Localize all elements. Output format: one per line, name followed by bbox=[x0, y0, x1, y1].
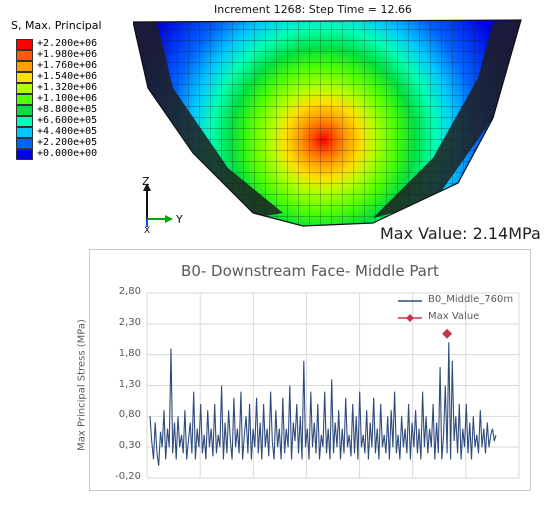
legend-value: +0.000e+00 bbox=[37, 148, 98, 159]
legend-swatch bbox=[16, 149, 33, 160]
legend-value: +1.540e+06 bbox=[37, 71, 98, 82]
legend-swatch bbox=[16, 83, 33, 94]
increment-status: Increment 1268: Step Time = 12.66 bbox=[214, 3, 412, 16]
legend-swatch bbox=[16, 138, 33, 149]
chart-legend-label: Max Value bbox=[428, 311, 480, 322]
legend-entry: +1.100e+06 bbox=[16, 93, 136, 105]
legend-swatch bbox=[16, 72, 33, 83]
y-tick-label: -0,20 bbox=[115, 471, 141, 482]
legend-value: +1.320e+06 bbox=[37, 82, 98, 93]
y-tick-label: 2,30 bbox=[118, 316, 141, 328]
fem-contour-plot bbox=[133, 19, 522, 227]
legend-entry: +2.200e+05 bbox=[16, 137, 136, 149]
legend-value: +6.600e+05 bbox=[37, 115, 98, 126]
legend-swatch bbox=[16, 39, 33, 50]
legend-swatch bbox=[16, 127, 33, 138]
legend-entry: +1.320e+06 bbox=[16, 82, 136, 94]
series-line-b0-middle-760m bbox=[149, 342, 497, 466]
contour-legend-title: S, Max. Principal bbox=[11, 19, 102, 32]
triad-y-label: Y bbox=[175, 213, 183, 226]
legend-value: +4.400e+05 bbox=[37, 126, 98, 137]
legend-entry: +8.800e+05 bbox=[16, 104, 136, 116]
legend-value: +1.980e+06 bbox=[37, 49, 98, 60]
legend-value: +2.200e+05 bbox=[37, 137, 98, 148]
legend-entry: +4.400e+05 bbox=[16, 126, 136, 138]
legend-entry: +1.980e+06 bbox=[16, 49, 136, 61]
triad-z-label: Z bbox=[142, 175, 150, 188]
chart-legend-marker bbox=[406, 314, 414, 322]
legend-swatch bbox=[16, 61, 33, 72]
legend-value: +2.200e+06 bbox=[37, 38, 98, 49]
chart-legend-label: B0_Middle_760m bbox=[428, 294, 514, 305]
legend-swatch bbox=[16, 116, 33, 127]
legend-entry: +1.540e+06 bbox=[16, 71, 136, 83]
legend-swatch bbox=[16, 50, 33, 61]
legend-entry: +0.000e+00 bbox=[16, 148, 136, 160]
y-tick-label: 0,80 bbox=[118, 409, 141, 421]
y-tick-label: 2,80 bbox=[118, 286, 141, 297]
legend-entry: +1.760e+06 bbox=[16, 60, 136, 72]
legend-value: +1.760e+06 bbox=[37, 60, 98, 71]
axis-triad-icon: Z Y X bbox=[142, 175, 183, 235]
legend-swatch bbox=[16, 94, 33, 105]
legend-value: +1.100e+06 bbox=[37, 93, 98, 104]
legend-swatch bbox=[16, 105, 33, 116]
max-value-caption: Max Value: 2.14MPa bbox=[380, 224, 541, 243]
chart-title: B0- Downstream Face- Middle Part bbox=[181, 262, 439, 280]
max-value-marker bbox=[442, 328, 453, 339]
triad-x-label: X bbox=[144, 226, 150, 235]
legend-entry: +6.600e+05 bbox=[16, 115, 136, 127]
y-tick-label: 1,80 bbox=[118, 347, 141, 359]
y-tick-label: 1,30 bbox=[118, 378, 141, 390]
y-tick-label: 0,30 bbox=[118, 440, 141, 452]
legend-entry: +2.200e+06 bbox=[16, 38, 136, 50]
legend-value: +8.800e+05 bbox=[37, 104, 98, 115]
